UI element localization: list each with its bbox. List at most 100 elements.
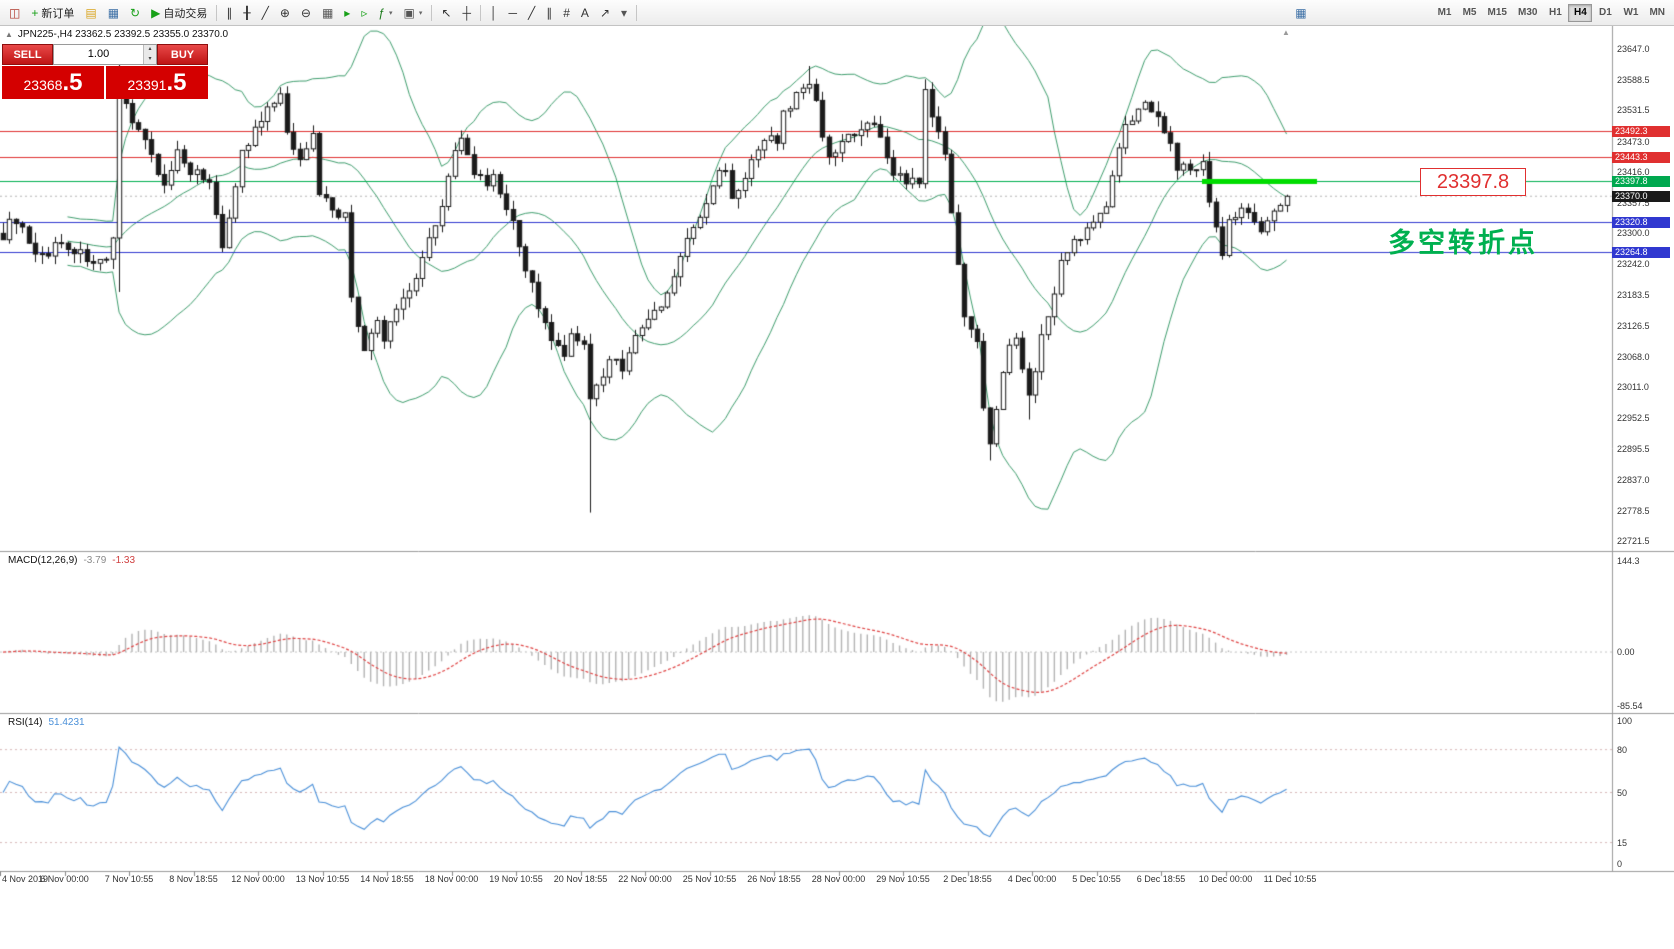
symbol-ohlc-text: JPN225-,H4 23362.5 23392.5 23355.0 23370… [17, 29, 229, 40]
timeframe-h1-button[interactable]: H1 [1543, 4, 1567, 22]
arrow-tool-icon: ↗ [599, 5, 610, 20]
time-axis-label: 10 Dec 00:00 [1198, 874, 1253, 884]
price-tag: 23370.0 [1612, 190, 1670, 202]
crosshair-icon[interactable]: ┼ [457, 3, 476, 23]
timeframe-mn-button[interactable]: MN [1644, 4, 1670, 22]
templates-icon[interactable]: ▣ ▾ [399, 3, 428, 23]
macd-indicator-header: MACD(12,26,9) -3.79 -1.33 [8, 555, 135, 566]
rsi-axis-label: 80 [1617, 744, 1628, 755]
time-axis-label: 6 Dec 18:55 [1136, 874, 1186, 884]
vertical-line-icon[interactable]: │ [485, 3, 503, 23]
price-axis-label: 23357.5 [1617, 197, 1650, 208]
timeframe-w1-button[interactable]: W1 [1618, 4, 1643, 22]
bar-chart-icon[interactable]: ∥ [221, 3, 237, 23]
cursor-icon[interactable]: ↖ [436, 3, 456, 23]
line-chart-icon[interactable]: ╱ [257, 3, 274, 23]
macd-main-value: -3.79 [83, 555, 107, 566]
refresh-icon[interactable]: ↻ [125, 3, 145, 23]
one-click-trading-panel: SELL 1.00 ▴ ▾ BUY 23368 .5 23391 .5 [2, 44, 208, 99]
dropdown-arrow-icon: ▾ [418, 9, 423, 17]
shapes-dropdown-icon[interactable]: ▾ [616, 3, 632, 23]
sell-button[interactable]: SELL [2, 44, 53, 65]
trendline-icon: ╱ [528, 5, 536, 20]
equidistant-channel-icon: ∥ [546, 5, 553, 20]
buy-button[interactable]: BUY [157, 44, 208, 65]
timeframe-m15-button[interactable]: M15 [1483, 4, 1512, 22]
candlestick-chart-icon: ╂ [243, 5, 251, 20]
dropdown-arrow-icon: ▾ [389, 9, 393, 17]
symbol-info: ▲ JPN225-,H4 23362.5 23392.5 23355.0 233… [5, 29, 228, 40]
rsi-axis-label: 100 [1617, 716, 1633, 726]
timeframe-m5-button[interactable]: M5 [1458, 4, 1482, 22]
price-axis-label: 23068.0 [1617, 351, 1650, 362]
chart-shift-icon: ▹ [361, 5, 368, 20]
rsi-axis-label: 15 [1617, 837, 1628, 848]
candlestick-chart-icon[interactable]: ╂ [238, 3, 255, 23]
window-layout-icon[interactable]: ▦ [1290, 3, 1311, 23]
arrow-tool-icon[interactable]: ↗ [595, 3, 615, 23]
one-click-toggle-icon[interactable]: ▲ [5, 30, 13, 39]
refresh-icon: ↻ [130, 5, 141, 20]
timeframe-m1-button[interactable]: M1 [1433, 4, 1457, 22]
vertical-line-icon: │ [489, 5, 498, 20]
rsi-axis-label: 50 [1617, 787, 1628, 798]
lot-spinner: ▴ ▾ [143, 45, 156, 64]
time-axis-label: 4 Dec 00:00 [1007, 874, 1057, 884]
price-tag: 23397.8 [1612, 175, 1670, 187]
chart-shift-marker-icon[interactable]: ▲ [1282, 28, 1290, 37]
cursor-icon: ↖ [441, 5, 452, 20]
time-axis-label: 8 Nov 18:55 [169, 874, 218, 884]
toolbar-separator [431, 4, 433, 21]
fibonacci-icon[interactable]: # [558, 3, 575, 23]
price-axis-label: 22837.0 [1617, 474, 1650, 485]
horizontal-line-icon[interactable]: ─ [503, 3, 522, 23]
zoom-out-icon[interactable]: ⊖ [296, 3, 316, 23]
price-axis-label: 23011.0 [1617, 382, 1649, 393]
rsi-indicator-header: RSI(14) 51.4231 [8, 717, 85, 728]
lot-decrease-button[interactable]: ▾ [144, 54, 156, 64]
window-layout-icon: ▦ [1295, 5, 1307, 20]
price-axis-label: 23531.5 [1617, 105, 1650, 116]
chart-window-icon[interactable]: ◫ [4, 3, 25, 23]
price-annotation-box: 23397.8 [1420, 168, 1526, 196]
trendline-icon[interactable]: ╱ [523, 3, 540, 23]
price-axis-label: 23647.0 [1617, 44, 1650, 54]
lot-size-field[interactable]: 1.00 ▴ ▾ [53, 44, 157, 65]
auto-scroll-icon: ▸ [344, 5, 351, 20]
zoom-in-icon[interactable]: ⊕ [275, 3, 295, 23]
price-chart-canvas[interactable] [0, 26, 1674, 949]
toolbar: ◫ + 新订单 ▤ ▦ ↻ ▶ 自动交易 ∥ ╂ ╱ ⊕ ⊖ ▦ ▸ ▹ ƒ ▾ ▣ ▾ ↖ ┼ │ ─ ╱ ∥ # A ↗ ▾ ▦ M1 M5… [0, 0, 1674, 26]
new-order-button[interactable]: + 新订单 [26, 3, 79, 23]
timeframe-h4-button[interactable]: H4 [1568, 3, 1593, 22]
profiles-icon[interactable]: ▤ [80, 3, 101, 23]
price-tag: 23264.8 [1612, 246, 1670, 258]
lot-size-value[interactable]: 1.00 [87, 48, 110, 60]
text-tool-icon[interactable]: A [576, 3, 594, 23]
auto-scroll-icon[interactable]: ▸ [339, 3, 355, 23]
price-axis-label: 22895.5 [1617, 443, 1650, 454]
line-chart-icon: ╱ [261, 5, 269, 20]
horizontal-line-icon: ─ [508, 5, 517, 20]
lot-increase-button[interactable]: ▴ [144, 45, 156, 55]
sell-price-fraction: .5 [62, 69, 83, 96]
chart-shift-icon[interactable]: ▹ [356, 3, 372, 23]
indicators-icon[interactable]: ƒ ▾ [373, 3, 397, 23]
shapes-dropdown-icon: ▾ [621, 5, 628, 20]
templates-icon: ▣ [403, 5, 415, 20]
price-tag: 23492.3 [1612, 125, 1670, 137]
price-axis-label: 23588.5 [1617, 75, 1650, 86]
autotrade-button[interactable]: ▶ 自动交易 [146, 3, 212, 23]
sell-price-display[interactable]: 23368 .5 [2, 66, 104, 99]
time-axis-label: 19 Nov 10:55 [489, 874, 543, 884]
profiles-icon: ▤ [85, 5, 97, 20]
timeframe-d1-button[interactable]: D1 [1593, 4, 1617, 22]
grid-icon[interactable]: ▦ [317, 3, 338, 23]
charts-grid-icon[interactable]: ▦ [103, 3, 124, 23]
time-axis-label: 7 Nov 10:55 [104, 874, 154, 884]
macd-signal-value: -1.33 [112, 555, 136, 566]
timeframe-m30-button[interactable]: M30 [1513, 4, 1542, 22]
equidistant-channel-icon[interactable]: ∥ [541, 3, 557, 23]
buy-price-display[interactable]: 23391 .5 [106, 66, 208, 99]
time-axis-label: 20 Nov 18:55 [553, 874, 608, 884]
